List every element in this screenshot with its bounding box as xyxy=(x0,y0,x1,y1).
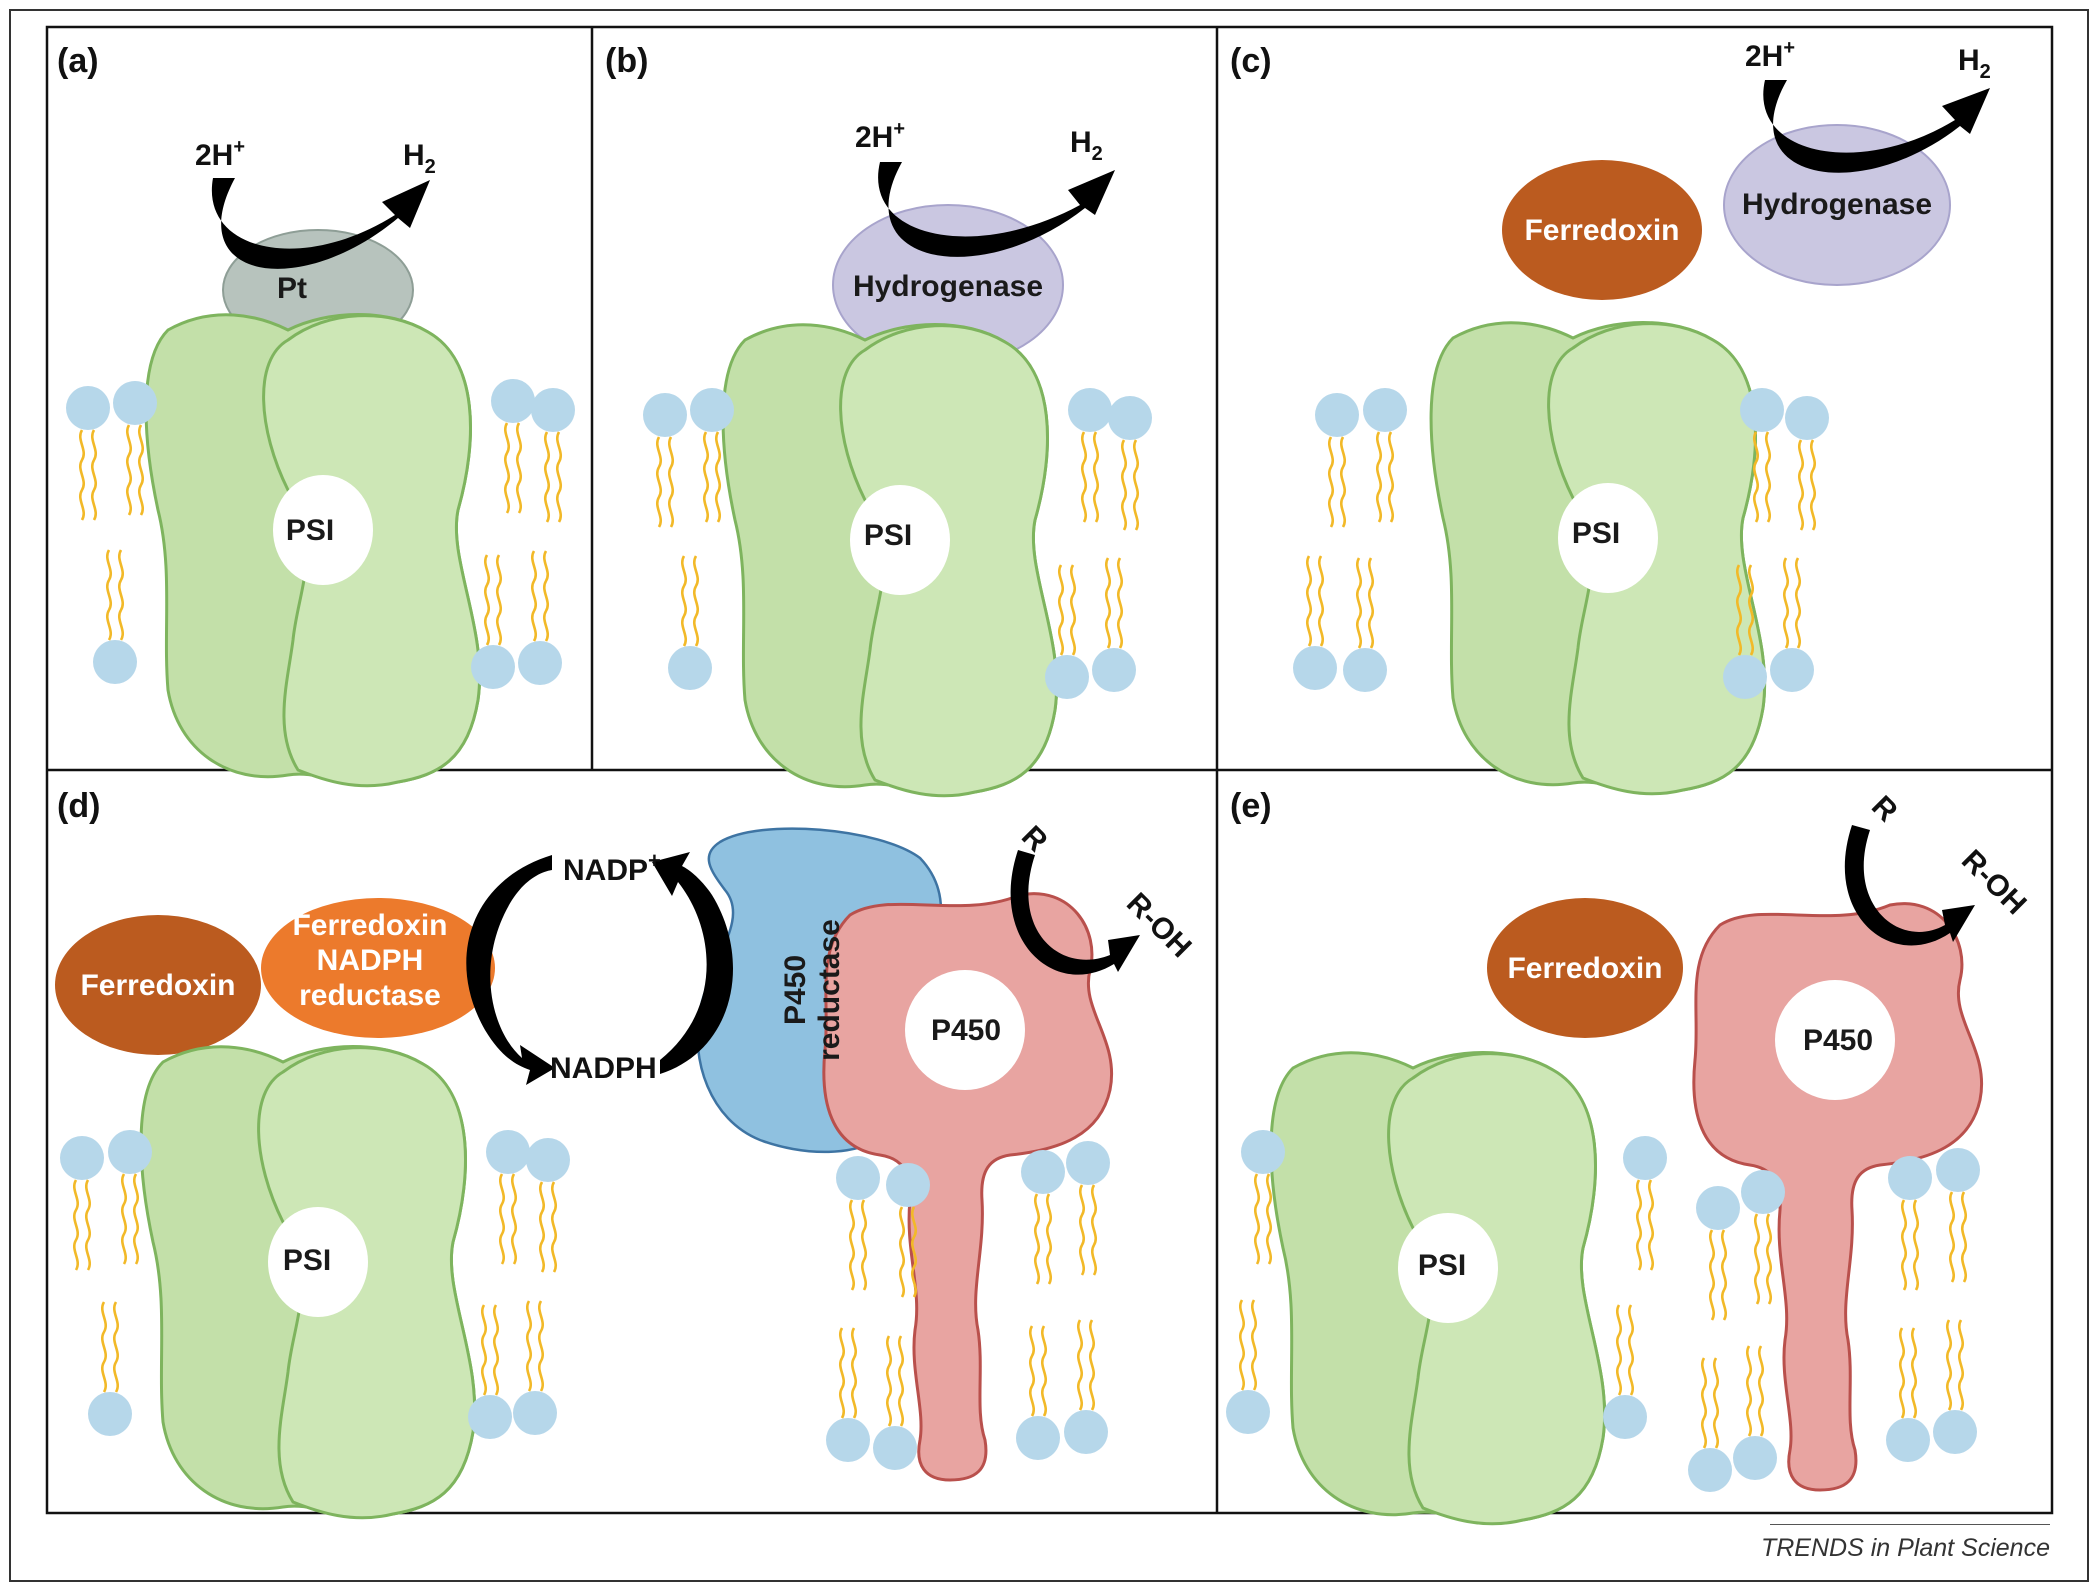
hydroxylation-arrow xyxy=(1844,825,1975,946)
psi-label: PSI xyxy=(864,519,912,552)
hydroxylation-arrow xyxy=(1010,850,1140,975)
pt-label: Pt xyxy=(277,272,307,305)
panel-c: (c) Ferredoxin Hydrogenase PSI 2H+ H2 xyxy=(1230,37,1991,796)
panel-e: (e) Ferredoxin PSI P450 R R-OH xyxy=(1226,787,2033,1526)
product-label: H2 xyxy=(403,139,436,178)
fnr-label-line1: Ferredoxin xyxy=(292,909,447,942)
ferredoxin xyxy=(1487,898,1683,1038)
panel-c-label: (c) xyxy=(1230,42,1272,80)
outer-frame xyxy=(9,9,2089,1582)
substrate-label: R xyxy=(1865,790,1904,829)
credit-rule xyxy=(1770,1524,2050,1525)
ferredoxin-label: Ferredoxin xyxy=(1507,952,1662,985)
hydrogenase-label: Hydrogenase xyxy=(1742,188,1932,221)
p450-reductase-label-line1: P450 xyxy=(779,955,812,1025)
nadph-cycle-arrow-left xyxy=(466,855,555,1085)
panel-a: (a) Pt PSI 2H+ H2 xyxy=(57,42,575,788)
product-label: R-OH xyxy=(1120,887,1198,965)
panel-a-label: (a) xyxy=(57,42,99,80)
reaction-arrow xyxy=(211,178,430,269)
ferredoxin xyxy=(55,915,261,1055)
product-label: H2 xyxy=(1958,44,1991,83)
nadp-label: NADP+ xyxy=(563,848,661,887)
hydrogenase xyxy=(1723,124,1951,286)
p450-reductase-label: P450 reductase xyxy=(779,919,846,1061)
substrate-label: 2H+ xyxy=(855,118,905,154)
psi-label: PSI xyxy=(1418,1249,1466,1282)
psi-label: PSI xyxy=(1572,517,1620,550)
journal-credit: TRENDS in Plant Science xyxy=(1760,1534,2050,1562)
nadph-label: NADPH xyxy=(550,1052,657,1085)
nadph-cycle-arrow-right xyxy=(652,852,734,1074)
p450-reductase-label-line2: reductase xyxy=(813,919,846,1061)
panel-e-label: (e) xyxy=(1230,787,1272,825)
panel-d-label: (d) xyxy=(57,787,100,825)
substrate-label: 2H+ xyxy=(195,136,245,172)
panel-d: (d) Ferredoxin Ferredoxin NADPH reductas… xyxy=(55,787,1198,1520)
panel-b: (b) Hydrogenase PSI 2H+ H2 xyxy=(605,42,1152,798)
psi-complex xyxy=(139,1045,477,1520)
hydrogenase-label: Hydrogenase xyxy=(853,270,1043,303)
fnr-label-line3: reductase xyxy=(299,979,441,1012)
psi-complex xyxy=(1269,1051,1607,1526)
ferredoxin xyxy=(1502,160,1702,300)
substrate-label: 2H+ xyxy=(1745,37,1795,73)
reaction-arrow xyxy=(1763,80,1990,173)
psi-label: PSI xyxy=(283,1244,331,1277)
p450-label: P450 xyxy=(931,1014,1001,1047)
psi-complex xyxy=(1429,321,1767,796)
ferredoxin-label: Ferredoxin xyxy=(1524,214,1679,247)
ferredoxin-label: Ferredoxin xyxy=(80,969,235,1002)
panel-b-label: (b) xyxy=(605,42,648,80)
psi-complex xyxy=(144,313,482,788)
ferredoxin-nadph-reductase xyxy=(261,898,495,1038)
p450-label: P450 xyxy=(1803,1024,1873,1057)
product-label: H2 xyxy=(1070,126,1103,165)
fnr-label-line2: NADPH xyxy=(317,944,424,977)
reaction-arrow xyxy=(878,162,1115,257)
psi-label: PSI xyxy=(286,514,334,547)
p450 xyxy=(1692,902,1984,1492)
psi-complex xyxy=(721,323,1059,798)
